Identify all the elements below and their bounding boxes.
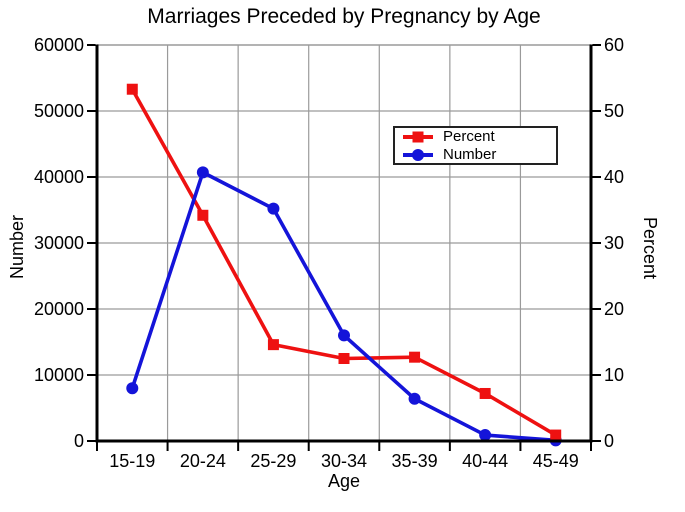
number-series-line [130, 170, 558, 443]
right-axis-tick-label: 40 [604, 167, 624, 187]
left-axis-tick-label: 10000 [34, 365, 84, 385]
x-axis-tick-label: 20-24 [180, 451, 226, 471]
number-data-point [196, 166, 209, 179]
x-axis-tick-label: 25-29 [250, 451, 296, 471]
percent-data-point [479, 387, 491, 399]
number-data-point [408, 392, 421, 405]
left-axis-tick-label: 20000 [34, 299, 84, 319]
chart-title: Marriages Preceded by Pregnancy by Age [147, 5, 541, 28]
number-data-point [479, 429, 492, 442]
right-axis-tick-label: 20 [604, 299, 624, 319]
percent-data-point [267, 339, 279, 351]
legend: Percent Number [393, 126, 558, 165]
left-axis-title: Number [7, 214, 27, 280]
left-axis-tick-label: 0 [74, 431, 84, 451]
x-axis-tick-label: 35-39 [392, 451, 438, 471]
number-circle-marker-icon [412, 148, 424, 161]
number-data-point [126, 382, 139, 395]
number-data-point [338, 329, 350, 342]
percent-square-marker-icon [412, 131, 424, 142]
legend-label-number: Number [443, 145, 497, 163]
percent-data-point [409, 351, 421, 363]
left-axis-tick-label: 50000 [34, 101, 84, 121]
right-axis-tick-label: 50 [604, 101, 624, 121]
legend-label-percent: Percent [443, 127, 495, 145]
right-axis-tick-label: 0 [604, 431, 614, 451]
left-axis-tick-label: 40000 [34, 167, 84, 187]
number-series-swatch [403, 148, 433, 162]
legend-item-percent: Percent [403, 127, 556, 145]
x-axis-tick-label: 45-49 [533, 451, 579, 471]
x-axis-tick-label: 40-44 [462, 451, 508, 471]
percent-data-point [197, 209, 209, 221]
right-axis-tick-label: 10 [604, 365, 624, 385]
legend-item-number: Number [403, 145, 556, 163]
number-data-point [267, 202, 280, 215]
left-axis-tick-label: 60000 [34, 35, 84, 55]
percent-data-point [126, 83, 138, 95]
x-axis-tick-label: 15-19 [109, 451, 155, 471]
right-axis-title: Percent [640, 216, 660, 280]
x-axis-tick-label: 30-34 [321, 451, 367, 471]
x-axis-title: Age [327, 471, 361, 491]
left-axis-tick-label: 30000 [34, 233, 84, 253]
right-axis-tick-label: 60 [604, 35, 624, 55]
percent-series-swatch [403, 130, 433, 144]
percent-data-point [338, 353, 350, 364]
right-axis-tick-label: 30 [604, 233, 624, 253]
percent-data-point [550, 429, 562, 441]
